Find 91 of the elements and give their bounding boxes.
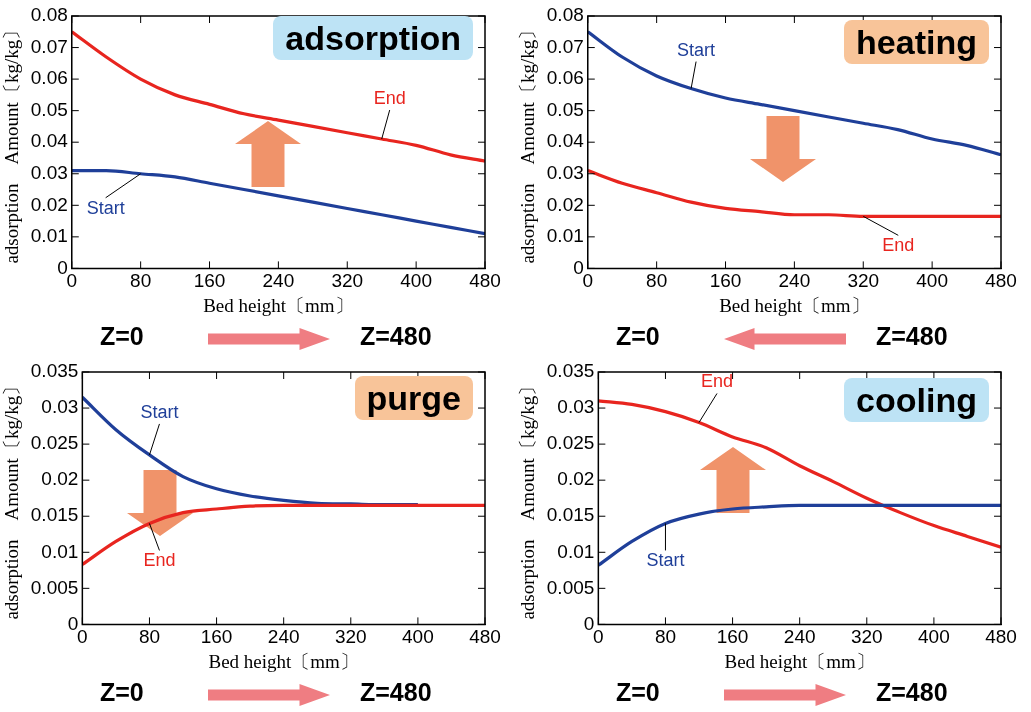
x-tick-label: 80 bbox=[654, 626, 677, 648]
line-series bbox=[598, 503, 1001, 567]
x-axis-title: Bed height〔mm〕 bbox=[203, 294, 354, 316]
x-tick-label: 320 bbox=[847, 270, 880, 292]
x-tick-label: 320 bbox=[331, 270, 364, 292]
x-tick-label: 240 bbox=[267, 626, 300, 648]
x-tick-label: 480 bbox=[985, 626, 1017, 648]
y-tick-label: 0.005 bbox=[30, 576, 79, 598]
y-tick-label: 0.03 bbox=[557, 396, 595, 418]
y-tick-label: 0.04 bbox=[30, 130, 69, 152]
y-tick-label: 0.015 bbox=[30, 504, 79, 526]
y-tick-label: 0.06 bbox=[546, 67, 584, 89]
x-tick-label: 80 bbox=[646, 270, 668, 292]
y-tick-label: 0.05 bbox=[30, 98, 68, 120]
y-tick-label: 0.02 bbox=[546, 193, 584, 215]
x-tick-label: 480 bbox=[469, 270, 501, 292]
x-tick-label: 400 bbox=[918, 626, 950, 648]
x-tick-label: 160 bbox=[716, 626, 749, 648]
x-tick-label: 240 bbox=[783, 626, 816, 648]
series-label: End bbox=[143, 550, 176, 571]
y-tick-label: 0.025 bbox=[30, 432, 79, 454]
x-tick-label: 80 bbox=[138, 626, 161, 648]
y-tick-label: 0.02 bbox=[30, 193, 68, 215]
x-tick-label: 320 bbox=[334, 626, 367, 648]
x-tick-label: 160 bbox=[200, 626, 233, 648]
text: Z=480 bbox=[360, 678, 432, 707]
y-tick-label: 0.03 bbox=[546, 161, 584, 183]
series-label: Start bbox=[140, 401, 179, 422]
series-label: Start bbox=[646, 550, 685, 571]
y-tick-label: 0 bbox=[583, 612, 595, 634]
y-tick-label: 0 bbox=[573, 256, 584, 278]
y-tick-label: 0.01 bbox=[30, 225, 68, 247]
y-tick-label: 0.02 bbox=[41, 468, 79, 490]
y-tick-label: 0.08 bbox=[546, 4, 584, 26]
y-tick-label: 0.03 bbox=[41, 396, 79, 418]
y-tick-label: 0.01 bbox=[546, 225, 584, 247]
y-tick-label: 0.015 bbox=[546, 504, 595, 526]
series-label: Start bbox=[86, 197, 125, 218]
x-tick-label: 160 bbox=[709, 270, 742, 292]
y-axis-title: adsorption Amount〔kg/kg〕 bbox=[1, 376, 23, 620]
text: Z=480 bbox=[876, 678, 948, 707]
x-tick-label: 320 bbox=[850, 626, 883, 648]
text: Z=0 bbox=[616, 678, 660, 707]
x-tick-label: 400 bbox=[402, 626, 434, 648]
series-label: End bbox=[373, 88, 406, 109]
y-tick-label: 0.035 bbox=[30, 360, 79, 382]
y-axis-title: adsorption Amount〔kg/kg〕 bbox=[1, 20, 23, 264]
x-tick-label: 480 bbox=[985, 270, 1017, 292]
line-series bbox=[587, 30, 1001, 157]
x-tick-label: 240 bbox=[778, 270, 811, 292]
x-tick-label: 240 bbox=[262, 270, 295, 292]
y-tick-label: 0.02 bbox=[557, 468, 595, 490]
y-tick-label: 0.03 bbox=[30, 161, 68, 183]
y-tick-label: 0.025 bbox=[546, 432, 595, 454]
series-label: End bbox=[882, 235, 915, 256]
text: Z=0 bbox=[616, 322, 660, 351]
x-tick-label: 160 bbox=[193, 270, 226, 292]
x-axis-title: Bed height〔mm〕 bbox=[724, 650, 875, 672]
y-tick-label: 0.08 bbox=[30, 4, 68, 26]
line-series bbox=[71, 168, 485, 236]
chart-title: cooling bbox=[844, 378, 989, 422]
x-tick-label: 400 bbox=[400, 270, 432, 292]
series-label: Start bbox=[677, 39, 716, 60]
y-axis-title: adsorption Amount〔kg/kg〕 bbox=[517, 376, 539, 620]
text: Z=0 bbox=[100, 678, 144, 707]
chart-title: adsorption bbox=[273, 16, 473, 60]
series-label: End bbox=[700, 371, 734, 392]
y-tick-label: 0.07 bbox=[30, 35, 68, 57]
y-tick-label: 0.035 bbox=[546, 360, 595, 382]
x-axis-title: Bed height〔mm〕 bbox=[208, 650, 359, 672]
x-axis-title: Bed height〔mm〕 bbox=[719, 294, 870, 316]
chart-title: purge bbox=[354, 376, 473, 420]
text: Z=480 bbox=[876, 322, 948, 351]
text: Z=480 bbox=[360, 322, 432, 351]
y-tick-label: 0.005 bbox=[546, 576, 595, 598]
y-tick-label: 0 bbox=[57, 256, 68, 278]
x-tick-label: 80 bbox=[130, 270, 152, 292]
y-tick-label: 0.01 bbox=[557, 540, 595, 562]
x-tick-label: 400 bbox=[916, 270, 948, 292]
y-tick-label: 0.05 bbox=[546, 98, 584, 120]
y-tick-label: 0.07 bbox=[546, 35, 584, 57]
text: Z=0 bbox=[100, 322, 144, 351]
y-tick-label: 0 bbox=[67, 612, 79, 634]
x-tick-label: 480 bbox=[469, 626, 501, 648]
line-series bbox=[587, 169, 1001, 218]
y-tick-label: 0.06 bbox=[30, 67, 68, 89]
y-axis-title: adsorption Amount〔kg/kg〕 bbox=[517, 20, 539, 264]
y-tick-label: 0.04 bbox=[546, 130, 585, 152]
chart-title: heating bbox=[844, 20, 989, 64]
line-series bbox=[82, 503, 485, 567]
y-tick-label: 0.01 bbox=[41, 540, 79, 562]
